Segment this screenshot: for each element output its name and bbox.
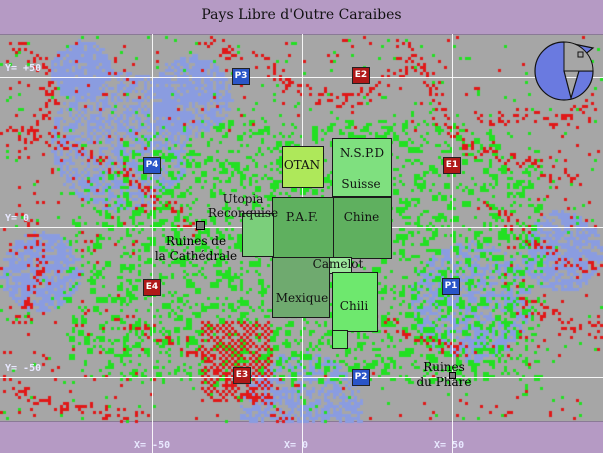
zone-label-paf: P.A.F. — [285, 210, 319, 224]
axis-label-x-right: X= 50 — [434, 440, 465, 451]
zone-chili-notch — [332, 330, 348, 349]
marker-e3[interactable]: E3 — [233, 367, 251, 384]
axis-label-y-bottom: Y= -50 — [5, 363, 42, 374]
zone-nspd[interactable] — [332, 138, 392, 197]
grid-line-y-plus50 — [0, 77, 603, 78]
cathedrale-marker[interactable] — [196, 221, 205, 230]
zone-label-chine: Chine — [343, 210, 380, 224]
marker-p3[interactable]: P3 — [232, 68, 250, 85]
zone-utopia[interactable] — [242, 213, 274, 257]
marker-e1[interactable]: E1 — [443, 157, 461, 174]
minimap-compass-icon[interactable] — [531, 38, 597, 102]
site-label-cathedrale: Ruines de la Cathédrale — [154, 234, 238, 263]
zone-label-otan: OTAN — [283, 158, 321, 172]
grid-line-x-minus50 — [152, 34, 153, 453]
marker-e4[interactable]: E4 — [143, 279, 161, 296]
axis-label-x-mid: X= 0 — [284, 440, 309, 451]
zone-label-camelot: Camelot — [312, 257, 364, 271]
axis-label-y-mid: Y= 0 — [5, 213, 30, 224]
site-label-phare: Ruines du Phare — [416, 360, 472, 389]
axis-label-y-top: Y= +50 — [5, 63, 42, 74]
zone-label-mexique: Mexique — [275, 291, 329, 305]
zone-label-nspd: N.S.P.D — [339, 146, 385, 160]
marker-p2[interactable]: P2 — [352, 369, 370, 386]
zone-otan[interactable] — [282, 146, 324, 188]
marker-p4[interactable]: P4 — [143, 157, 161, 174]
grid-line-y-minus50 — [0, 377, 603, 378]
map-title: Pays Libre d'Outre Caraibes — [201, 7, 402, 23]
zone-label-chili: Chili — [339, 299, 369, 313]
zone-chine[interactable] — [333, 197, 392, 259]
marker-e2[interactable]: E2 — [352, 67, 370, 84]
grid-line-x-50 — [452, 34, 453, 453]
zone-mexique[interactable] — [272, 257, 330, 318]
phare-marker[interactable] — [449, 372, 456, 379]
zone-label-suisse: Suisse — [341, 177, 381, 191]
axis-label-x-left: X= -50 — [134, 440, 171, 451]
marker-p1[interactable]: P1 — [442, 278, 460, 295]
zone-label-utopia: Utopia Reconquise — [207, 192, 279, 220]
zone-chili[interactable] — [332, 272, 378, 332]
